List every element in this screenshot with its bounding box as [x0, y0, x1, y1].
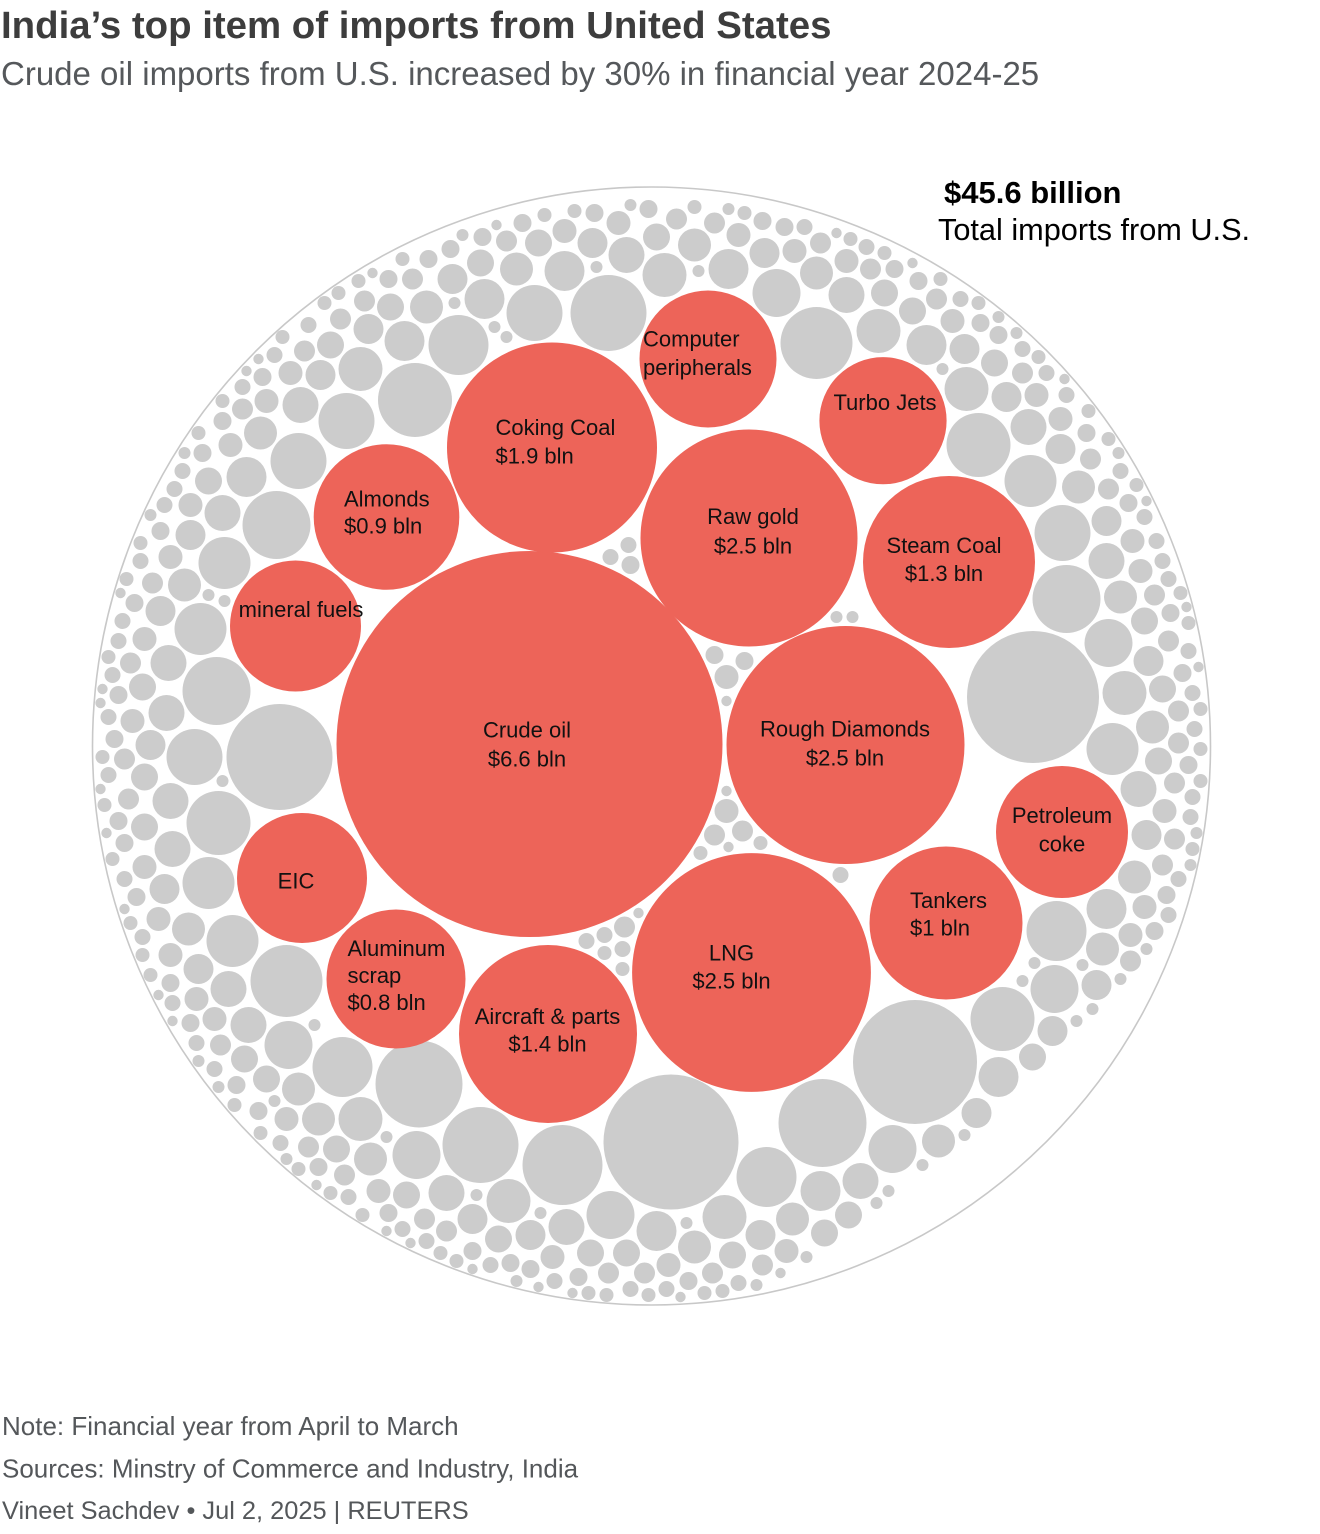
svg-text:$45.6 billion: $45.6 billion	[944, 175, 1121, 210]
svg-text:$2.5 bln: $2.5 bln	[692, 969, 770, 994]
svg-text:Crude oil imports from U.S. in: Crude oil imports from U.S. increased by…	[1, 55, 1039, 92]
svg-text:Total imports from U.S.: Total imports from U.S.	[938, 212, 1250, 247]
svg-text:$2.5 bln: $2.5 bln	[714, 534, 792, 559]
svg-text:Vineet Sachdev • Jul 2, 2025 |: Vineet Sachdev • Jul 2, 2025 | REUTERS	[2, 1497, 469, 1525]
svg-text:$1.4 bln: $1.4 bln	[508, 1032, 586, 1057]
svg-text:Rough Diamonds: Rough Diamonds	[760, 717, 930, 742]
svg-text:Coking Coal: Coking Coal	[496, 415, 616, 440]
svg-text:peripherals: peripherals	[643, 355, 752, 380]
svg-text:$1.9 bln: $1.9 bln	[496, 444, 574, 469]
svg-text:Steam Coal: Steam Coal	[887, 533, 1002, 558]
svg-text:Raw gold: Raw gold	[707, 504, 799, 529]
svg-text:$1.3 bln: $1.3 bln	[905, 561, 983, 586]
svg-text:Turbo Jets: Turbo Jets	[833, 390, 936, 415]
svg-text:coke: coke	[1039, 832, 1085, 857]
svg-text:$1 bln: $1 bln	[910, 916, 970, 941]
svg-text:LNG: LNG	[709, 941, 754, 966]
svg-text:scrap: scrap	[348, 963, 402, 988]
svg-text:Computer: Computer	[643, 327, 740, 352]
svg-text:Crude oil: Crude oil	[483, 718, 571, 743]
svg-text:$2.5 bln: $2.5 bln	[806, 746, 884, 771]
svg-text:Petroleum: Petroleum	[1012, 803, 1112, 828]
svg-text:Tankers: Tankers	[910, 888, 987, 913]
svg-text:$0.8 bln: $0.8 bln	[348, 990, 426, 1015]
svg-text:Aircraft & parts: Aircraft & parts	[475, 1004, 620, 1029]
svg-text:EIC: EIC	[278, 869, 315, 894]
svg-text:$0.9 bln: $0.9 bln	[344, 514, 422, 539]
svg-text:Sources: Minstry of Commerce a: Sources: Minstry of Commerce and Industr…	[2, 1454, 579, 1484]
svg-text:India’s top item of imports fr: India’s top item of imports from United …	[1, 4, 831, 47]
svg-text:mineral fuels: mineral fuels	[239, 597, 364, 622]
svg-text:Note: Financial year from Apri: Note: Financial year from April to March	[2, 1411, 459, 1441]
svg-text:$6.6 bln: $6.6 bln	[488, 747, 566, 772]
svg-text:Aluminum: Aluminum	[348, 936, 446, 961]
svg-text:Almonds: Almonds	[344, 487, 430, 512]
